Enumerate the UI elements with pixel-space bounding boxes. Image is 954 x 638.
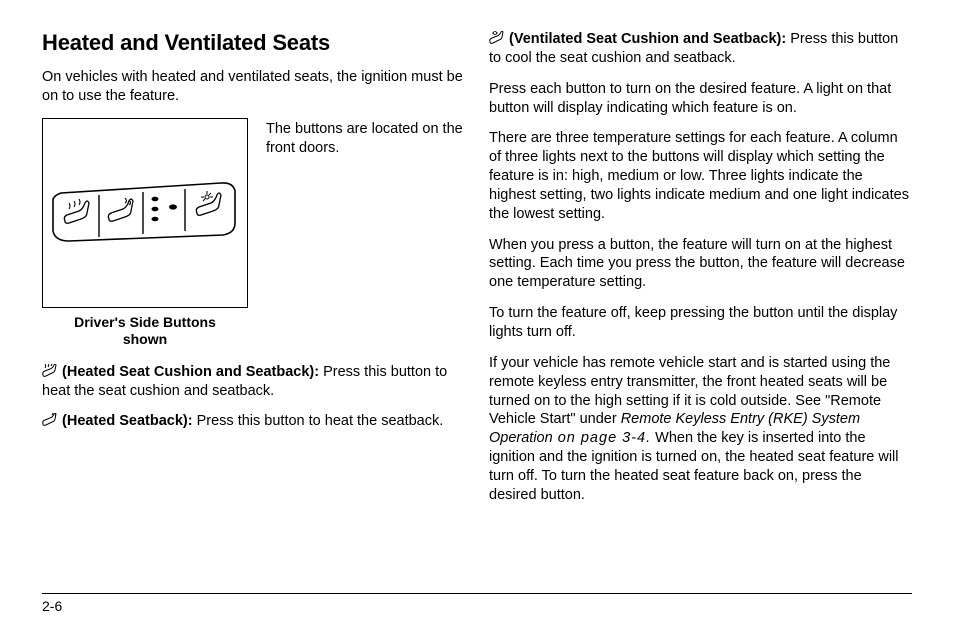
page-footer: 2-6 [42,593,912,616]
page-content: Heated and Ventilated Seats On vehicles … [42,30,912,517]
heated-seat-cushion-icon [42,364,58,378]
ventilated-item: (Ventilated Seat Cushion and Seatback): … [489,30,912,68]
heated-seatback-icon [42,413,58,427]
figure-box [42,118,248,308]
figure-row: The buttons are located on the front doo… [42,118,465,308]
button-panel-icon [51,181,237,243]
item-label: (Heated Seat Cushion and Seatback): [62,364,319,380]
heated-seatback-item: (Heated Seatback): Press this button to … [42,412,465,431]
page-reference: on page 3-4. [553,430,651,446]
caption-line-2: shown [123,331,167,347]
caption-line-1: Driver's Side Buttons [74,314,216,330]
right-column: (Ventilated Seat Cushion and Seatback): … [489,30,912,517]
item-label: (Ventilated Seat Cushion and Seatback): [509,31,786,47]
figure-caption: Driver's Side Buttons shown [42,314,248,349]
intro-paragraph: On vehicles with heated and ventilated s… [42,68,465,106]
paragraph: Press each button to turn on the desired… [489,80,912,118]
item-label: (Heated Seatback): [62,413,193,429]
paragraph: There are three temperature settings for… [489,129,912,223]
remote-start-paragraph: If your vehicle has remote vehicle start… [489,354,912,505]
page-number: 2-6 [42,598,62,614]
item-text: Press this button to heat the seatback. [193,413,444,429]
ventilated-seat-icon [489,31,505,45]
paragraph: To turn the feature off, keep pressing t… [489,304,912,342]
heated-cushion-seatback-item: (Heated Seat Cushion and Seatback): Pres… [42,363,465,401]
figure-side-text: The buttons are located on the front doo… [266,118,465,158]
section-heading: Heated and Ventilated Seats [42,30,465,56]
left-column: Heated and Ventilated Seats On vehicles … [42,30,465,517]
paragraph: When you press a button, the feature wil… [489,236,912,293]
